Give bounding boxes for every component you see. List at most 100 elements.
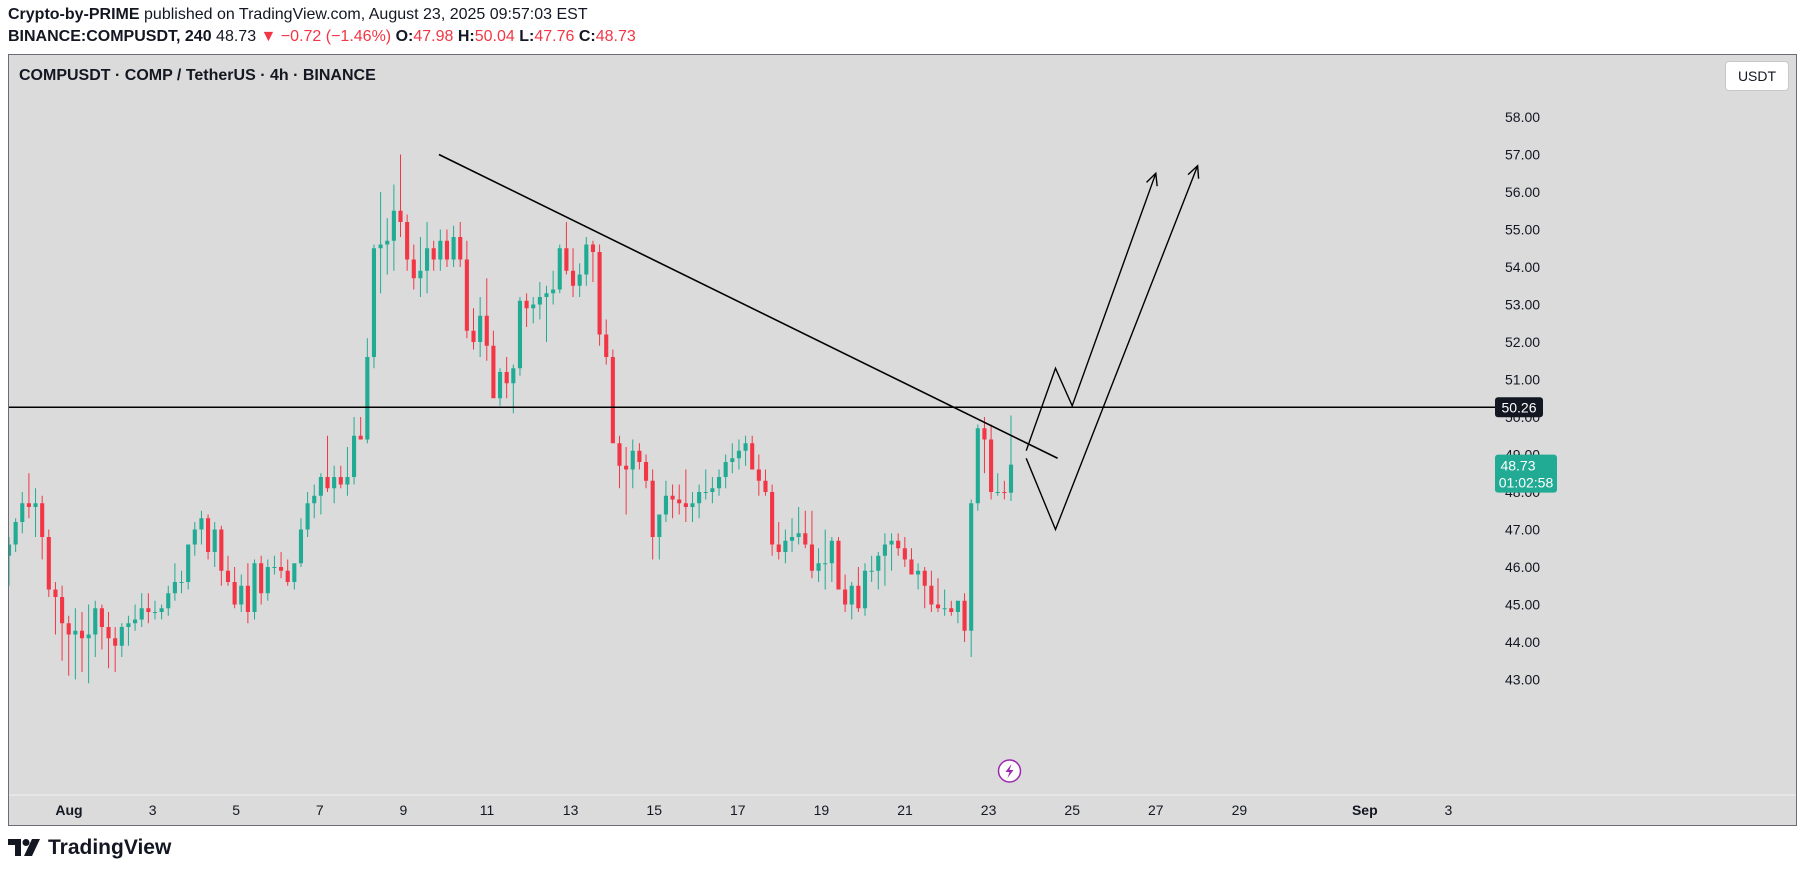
candle-body [438, 240, 443, 260]
candle-body [776, 544, 781, 552]
candle-body [26, 503, 31, 507]
price-tick-label: 57.00 [1505, 147, 1540, 163]
candle-body [630, 450, 635, 470]
candle [537, 282, 542, 320]
candle [809, 510, 814, 579]
candle-body [650, 480, 655, 537]
candle [989, 424, 994, 500]
candle-body [199, 518, 204, 530]
candle [352, 417, 357, 485]
candle [637, 443, 642, 470]
candle-body [40, 503, 45, 537]
candle-body [232, 582, 237, 605]
time-tick-label: 21 [897, 802, 913, 818]
candle-body [9, 544, 12, 556]
high-label: H: [457, 28, 475, 45]
candle [683, 469, 688, 522]
candle-body [159, 608, 164, 612]
candle-body [763, 480, 768, 492]
candle-body [1008, 464, 1014, 493]
candle-body [79, 630, 85, 639]
candle [212, 522, 217, 567]
candle [252, 559, 257, 620]
low-value: 47.76 [534, 28, 575, 45]
candle-body [896, 540, 901, 549]
candle [597, 244, 602, 346]
candle [564, 222, 569, 275]
candle [756, 454, 761, 496]
candle-body [378, 244, 383, 249]
candle-body [166, 593, 171, 609]
candle-body [955, 600, 960, 612]
candle [557, 244, 562, 294]
chart-canvas[interactable]: 43.0044.0045.0046.0047.0048.0049.0050.00… [9, 55, 1796, 825]
candle [46, 529, 51, 597]
candle-body [823, 563, 828, 565]
candle [298, 518, 304, 567]
price-tick-label: 45.00 [1505, 597, 1540, 613]
ohlc-header: BINANCE:COMPUSDT, 240 48.73 ▼ −0.72 (−1.… [8, 28, 636, 46]
candle [816, 548, 821, 582]
candle-body [816, 563, 821, 571]
candle [391, 184, 396, 271]
candle [40, 495, 45, 560]
candle-body [889, 540, 894, 545]
candle-body [942, 608, 947, 610]
publisher-name[interactable]: Crypto-by-PRIME [8, 6, 140, 23]
candle-body [332, 477, 337, 489]
time-tick-label: Sep [1352, 802, 1378, 818]
candle [272, 555, 277, 575]
chart-area[interactable]: 43.0044.0045.0046.0047.0048.0049.0050.00… [8, 54, 1797, 826]
time-tick-label: 3 [149, 802, 157, 818]
candle [916, 563, 921, 590]
candle [398, 154, 403, 237]
time-tick-label: 13 [563, 802, 579, 818]
candle-body [564, 248, 569, 271]
candle-body [219, 529, 224, 571]
candle [955, 600, 960, 624]
candle-body [139, 608, 144, 620]
candle [451, 225, 456, 267]
candle-body [922, 570, 927, 586]
candle-body [451, 237, 456, 260]
candle [650, 469, 655, 560]
candle [1002, 480, 1007, 500]
candle [630, 439, 635, 489]
candle [20, 492, 25, 534]
time-tick-label: 7 [316, 802, 324, 818]
candle [199, 510, 204, 545]
candle-body [902, 548, 907, 560]
candle-body [730, 458, 735, 462]
candle-body [345, 477, 350, 485]
price-tick-label: 51.00 [1505, 372, 1540, 388]
candle-body [683, 503, 688, 507]
close-label: C: [578, 28, 596, 45]
candle [106, 612, 111, 669]
candle [305, 492, 310, 537]
candle-body [252, 563, 257, 612]
candle [60, 585, 65, 661]
candle [33, 488, 38, 537]
candle-body [511, 368, 516, 384]
candle [743, 435, 748, 466]
candle [99, 604, 104, 650]
time-tick-label: 27 [1148, 802, 1164, 818]
candle [418, 237, 423, 297]
candle-body [358, 435, 363, 440]
candle-body [962, 600, 967, 631]
candle-body [677, 499, 682, 504]
candle-body [531, 304, 536, 309]
tradingview-logo[interactable]: TradingView [8, 836, 171, 860]
candle-body [949, 608, 954, 612]
candle-body [172, 582, 177, 594]
candle [491, 330, 496, 399]
currency-button[interactable]: USDT [1725, 61, 1789, 91]
candle [458, 222, 463, 267]
candle-body [624, 465, 629, 470]
candle [73, 608, 78, 680]
candle [411, 244, 416, 290]
candle [338, 465, 343, 489]
candle [66, 615, 71, 676]
last-value: 48.73 [216, 28, 257, 45]
candle [365, 338, 370, 444]
